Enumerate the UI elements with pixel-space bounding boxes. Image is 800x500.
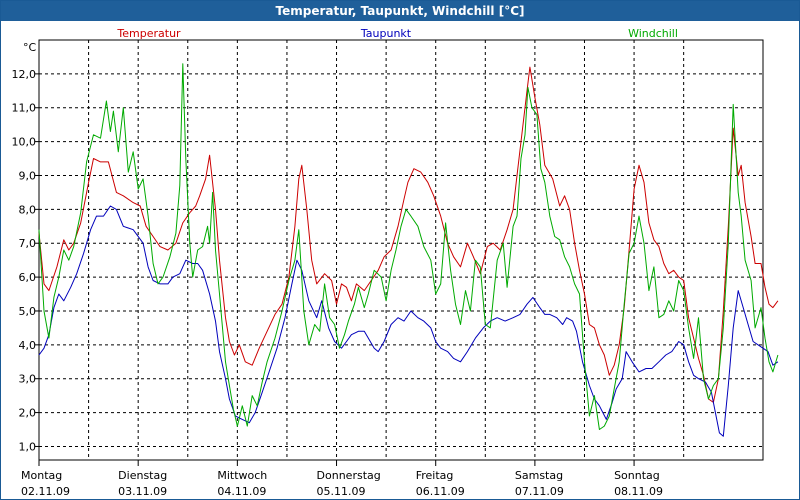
x-tick-day: Donnerstag (317, 469, 381, 482)
chart-title: Temperatur, Taupunkt, Windchill [°C] (1, 1, 799, 21)
x-tick-date: 03.11.09 (118, 485, 167, 498)
y-tick-label: 9,0 (19, 169, 37, 182)
y-tick-label: 2,0 (19, 407, 37, 420)
x-tick-day: Sonntag (614, 469, 660, 482)
x-tick-date: 02.11.09 (21, 485, 70, 498)
series-line-temperatur (38, 66, 779, 403)
x-tick-labels: Montag 02.11.09 Dienstag 03.11.09 Mittwoch 04… (21, 460, 663, 498)
series-line-windchill (38, 63, 779, 430)
series-lines (38, 63, 779, 437)
y-tick-label: 6,0 (19, 271, 37, 284)
x-tick-date: 05.11.09 (317, 485, 366, 498)
y-tick-label: 5,0 (19, 305, 37, 318)
x-tick-date: 08.11.09 (614, 485, 663, 498)
x-tick-date: 06.11.09 (416, 485, 465, 498)
y-tick-label: 12,0 (12, 68, 37, 81)
y-tick-label: 3,0 (19, 373, 37, 386)
legend-taupunkt: Taupunkt (360, 27, 412, 40)
grid-lines (39, 40, 763, 460)
y-tick-label: 4,0 (19, 339, 37, 352)
y-axis-unit: °C (23, 41, 37, 54)
y-tick-label: 1,0 (19, 440, 37, 453)
y-tick-labels: 1,0 2,0 3,0 4,0 5,0 6,0 7,0 8,0 9,0 10,0 11,0 12,0 (12, 68, 39, 453)
y-tick-label: 11,0 (12, 102, 37, 115)
y-tick-label: 8,0 (19, 203, 37, 216)
x-tick-day: Montag (21, 469, 62, 482)
series-line-taupunkt (38, 205, 779, 437)
y-tick-label: 10,0 (12, 136, 37, 149)
y-tick-label: 7,0 (19, 237, 37, 250)
plot-area (38, 39, 764, 461)
x-tick-day: Freitag (416, 469, 454, 482)
x-tick-day: Samstag (515, 469, 563, 482)
x-tick-day: Dienstag (118, 469, 167, 482)
legend-temperatur: Temperatur (116, 27, 181, 40)
x-tick-date: 04.11.09 (217, 485, 266, 498)
x-tick-date: 07.11.09 (515, 485, 564, 498)
x-tick-day: Mittwoch (217, 469, 267, 482)
legend-windchill: Windchill (628, 27, 678, 40)
legend: Temperatur Taupunkt Windchill (116, 27, 678, 40)
